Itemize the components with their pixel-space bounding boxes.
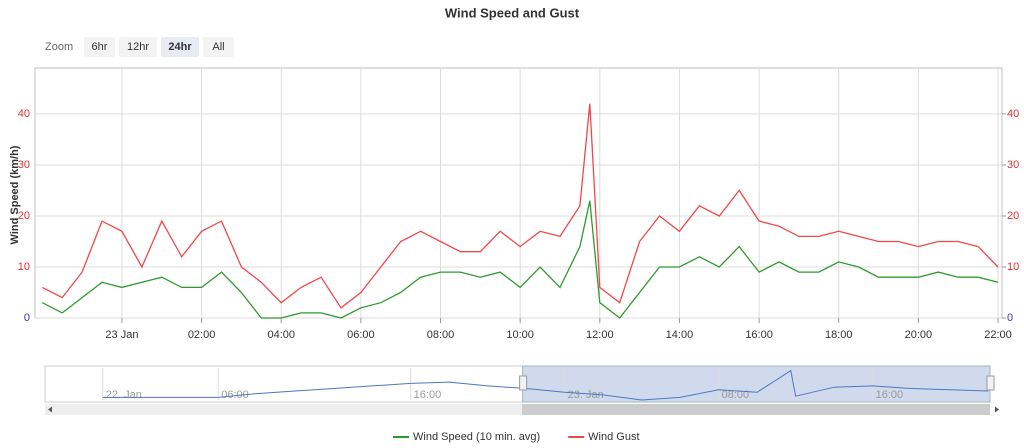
x-tick-label: 23 Jan: [105, 329, 138, 341]
x-tick-label: 16:00: [745, 329, 773, 341]
x-tick-label: 06:00: [347, 329, 375, 341]
y-tick-label: 30: [18, 159, 30, 171]
zoom-button-label[interactable]: All: [212, 41, 224, 53]
x-tick-label: 22:00: [984, 329, 1012, 341]
x-tick-label: 12:00: [586, 329, 614, 341]
zoom-button[interactable]: [119, 37, 157, 57]
x-tick-label: 10:00: [506, 329, 534, 341]
navigator-tick-label: 06:00: [221, 389, 249, 401]
y-tick-label: 40: [18, 108, 30, 120]
y2-tick-label: 20: [1007, 210, 1019, 222]
y-tick-label: 0: [24, 312, 30, 324]
zoom-button-label[interactable]: 12hr: [127, 41, 149, 53]
x-tick-label: 08:00: [427, 329, 455, 341]
series-line: [42, 200, 999, 319]
series-line: [42, 103, 999, 309]
y-axis-title: Wind Speed (km/h): [9, 145, 21, 244]
y2-tick-label: 0: [1007, 312, 1013, 324]
zoom-button[interactable]: [84, 37, 115, 57]
y2-tick-label: 30: [1007, 159, 1019, 171]
scrollbar-track[interactable]: [45, 404, 990, 415]
zoom-button[interactable]: [161, 37, 199, 57]
zoom-button-label[interactable]: 6hr: [92, 41, 108, 53]
y2-tick-label: 10: [1007, 261, 1019, 273]
navigator-tick-label: 22. Jan: [106, 389, 142, 401]
x-tick-label: 18:00: [825, 329, 853, 341]
legend-label[interactable]: Wind Gust: [588, 431, 639, 443]
legend-label[interactable]: Wind Speed (10 min. avg): [413, 431, 540, 443]
navigator-tick-label: 08:00: [722, 389, 750, 401]
x-tick-label: 04:00: [267, 329, 295, 341]
navigator-tick-label: 16:00: [876, 389, 904, 401]
x-tick-label: 20:00: [905, 329, 933, 341]
chart-title: Wind Speed and Gust: [445, 5, 580, 20]
navigator-tick-label: 16:00: [414, 389, 442, 401]
zoom-label: Zoom: [45, 41, 73, 53]
zoom-button[interactable]: [203, 37, 234, 57]
navigator-handle[interactable]: [519, 375, 528, 391]
scrollbar-thumb[interactable]: [522, 404, 990, 415]
y-tick-label: 20: [18, 210, 30, 222]
y-tick-label: 10: [18, 261, 30, 273]
navigator-handle[interactable]: [986, 375, 995, 391]
y2-tick-label: 40: [1007, 108, 1019, 120]
zoom-button-label[interactable]: 24hr: [168, 41, 192, 53]
navigator-tick-label: 23. Jan: [568, 389, 604, 401]
x-tick-label: 02:00: [188, 329, 216, 341]
navigator-selection[interactable]: [522, 365, 991, 403]
x-tick-label: 14:00: [666, 329, 694, 341]
navigator-line: [102, 369, 989, 401]
